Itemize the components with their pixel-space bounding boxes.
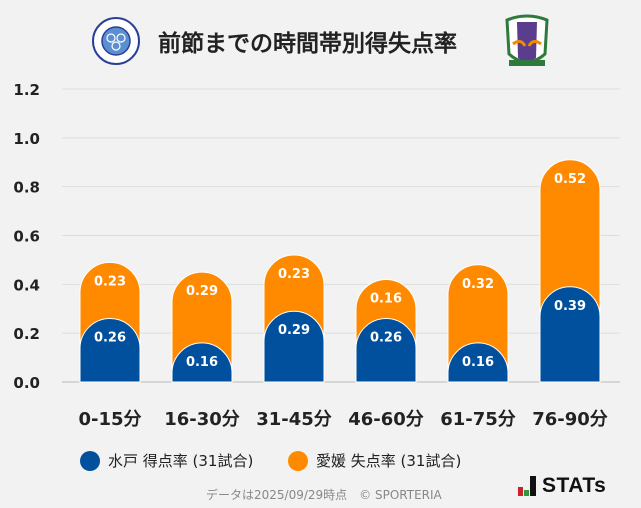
x-tick-label: 31-45分 [256, 409, 332, 430]
stats-brand: STATs [518, 474, 607, 497]
legend-swatch-blue [80, 450, 100, 471]
data-label: 0.29 [186, 284, 218, 299]
y-tick-label: 1.2 [13, 81, 40, 99]
data-label: 0.16 [462, 355, 494, 370]
legend-label: 愛媛 失点率 (31試合) [316, 452, 462, 470]
data-label: 0.16 [370, 291, 402, 306]
bar-mito-scored [447, 342, 509, 383]
bar-chart: 0.0 0.2 0.4 0.6 0.8 1.0 1.2 0.23 0.26 0-15分 0.29 0.… [13, 81, 620, 430]
x-tick-label: 76-90分 [532, 409, 608, 430]
legend-item-ehime: 愛媛 失点率 (31試合) [288, 450, 461, 471]
ehime-fc-logo [505, 14, 549, 66]
x-tick-label: 0-15分 [78, 409, 141, 430]
x-tick-label: 46-60分 [348, 409, 424, 430]
bar-mito-scored [79, 318, 141, 383]
y-tick-label: 0.6 [13, 228, 40, 246]
bar-mito-scored [171, 342, 233, 383]
stats-logo-icon [518, 476, 536, 496]
legend-item-mito: 水戸 得点率 (31試合) [80, 450, 253, 471]
legend-swatch-orange [288, 450, 308, 471]
data-label: 0.23 [278, 267, 310, 282]
data-label: 0.32 [462, 277, 494, 292]
data-label: 0.23 [94, 274, 126, 289]
footer-note: データは2025/09/29時点 © SPORTERIA [206, 488, 442, 502]
data-label: 0.16 [186, 355, 218, 370]
data-label: 0.39 [554, 299, 586, 314]
y-tick-label: 1.0 [13, 130, 40, 148]
bar-mito-scored [539, 286, 601, 383]
bar-mito-scored [263, 310, 325, 383]
data-label: 0.29 [278, 323, 310, 338]
bar-mito-scored [355, 318, 417, 383]
data-label: 0.52 [554, 172, 586, 187]
y-tick-label: 0.4 [13, 276, 40, 294]
chart-title: 前節までの時間帯別得失点率 [158, 31, 457, 57]
x-tick-label: 16-30分 [164, 409, 240, 430]
x-tick-label: 61-75分 [440, 409, 516, 430]
data-label: 0.26 [94, 331, 126, 346]
mito-hollyhock-logo [92, 17, 140, 65]
stats-brand-text: STATs [542, 474, 607, 497]
y-tick-label: 0.8 [13, 179, 40, 197]
y-tick-label: 0.0 [13, 374, 40, 392]
data-label: 0.26 [370, 331, 402, 346]
y-tick-label: 0.2 [13, 325, 40, 343]
legend-label: 水戸 得点率 (31試合) [108, 452, 254, 470]
